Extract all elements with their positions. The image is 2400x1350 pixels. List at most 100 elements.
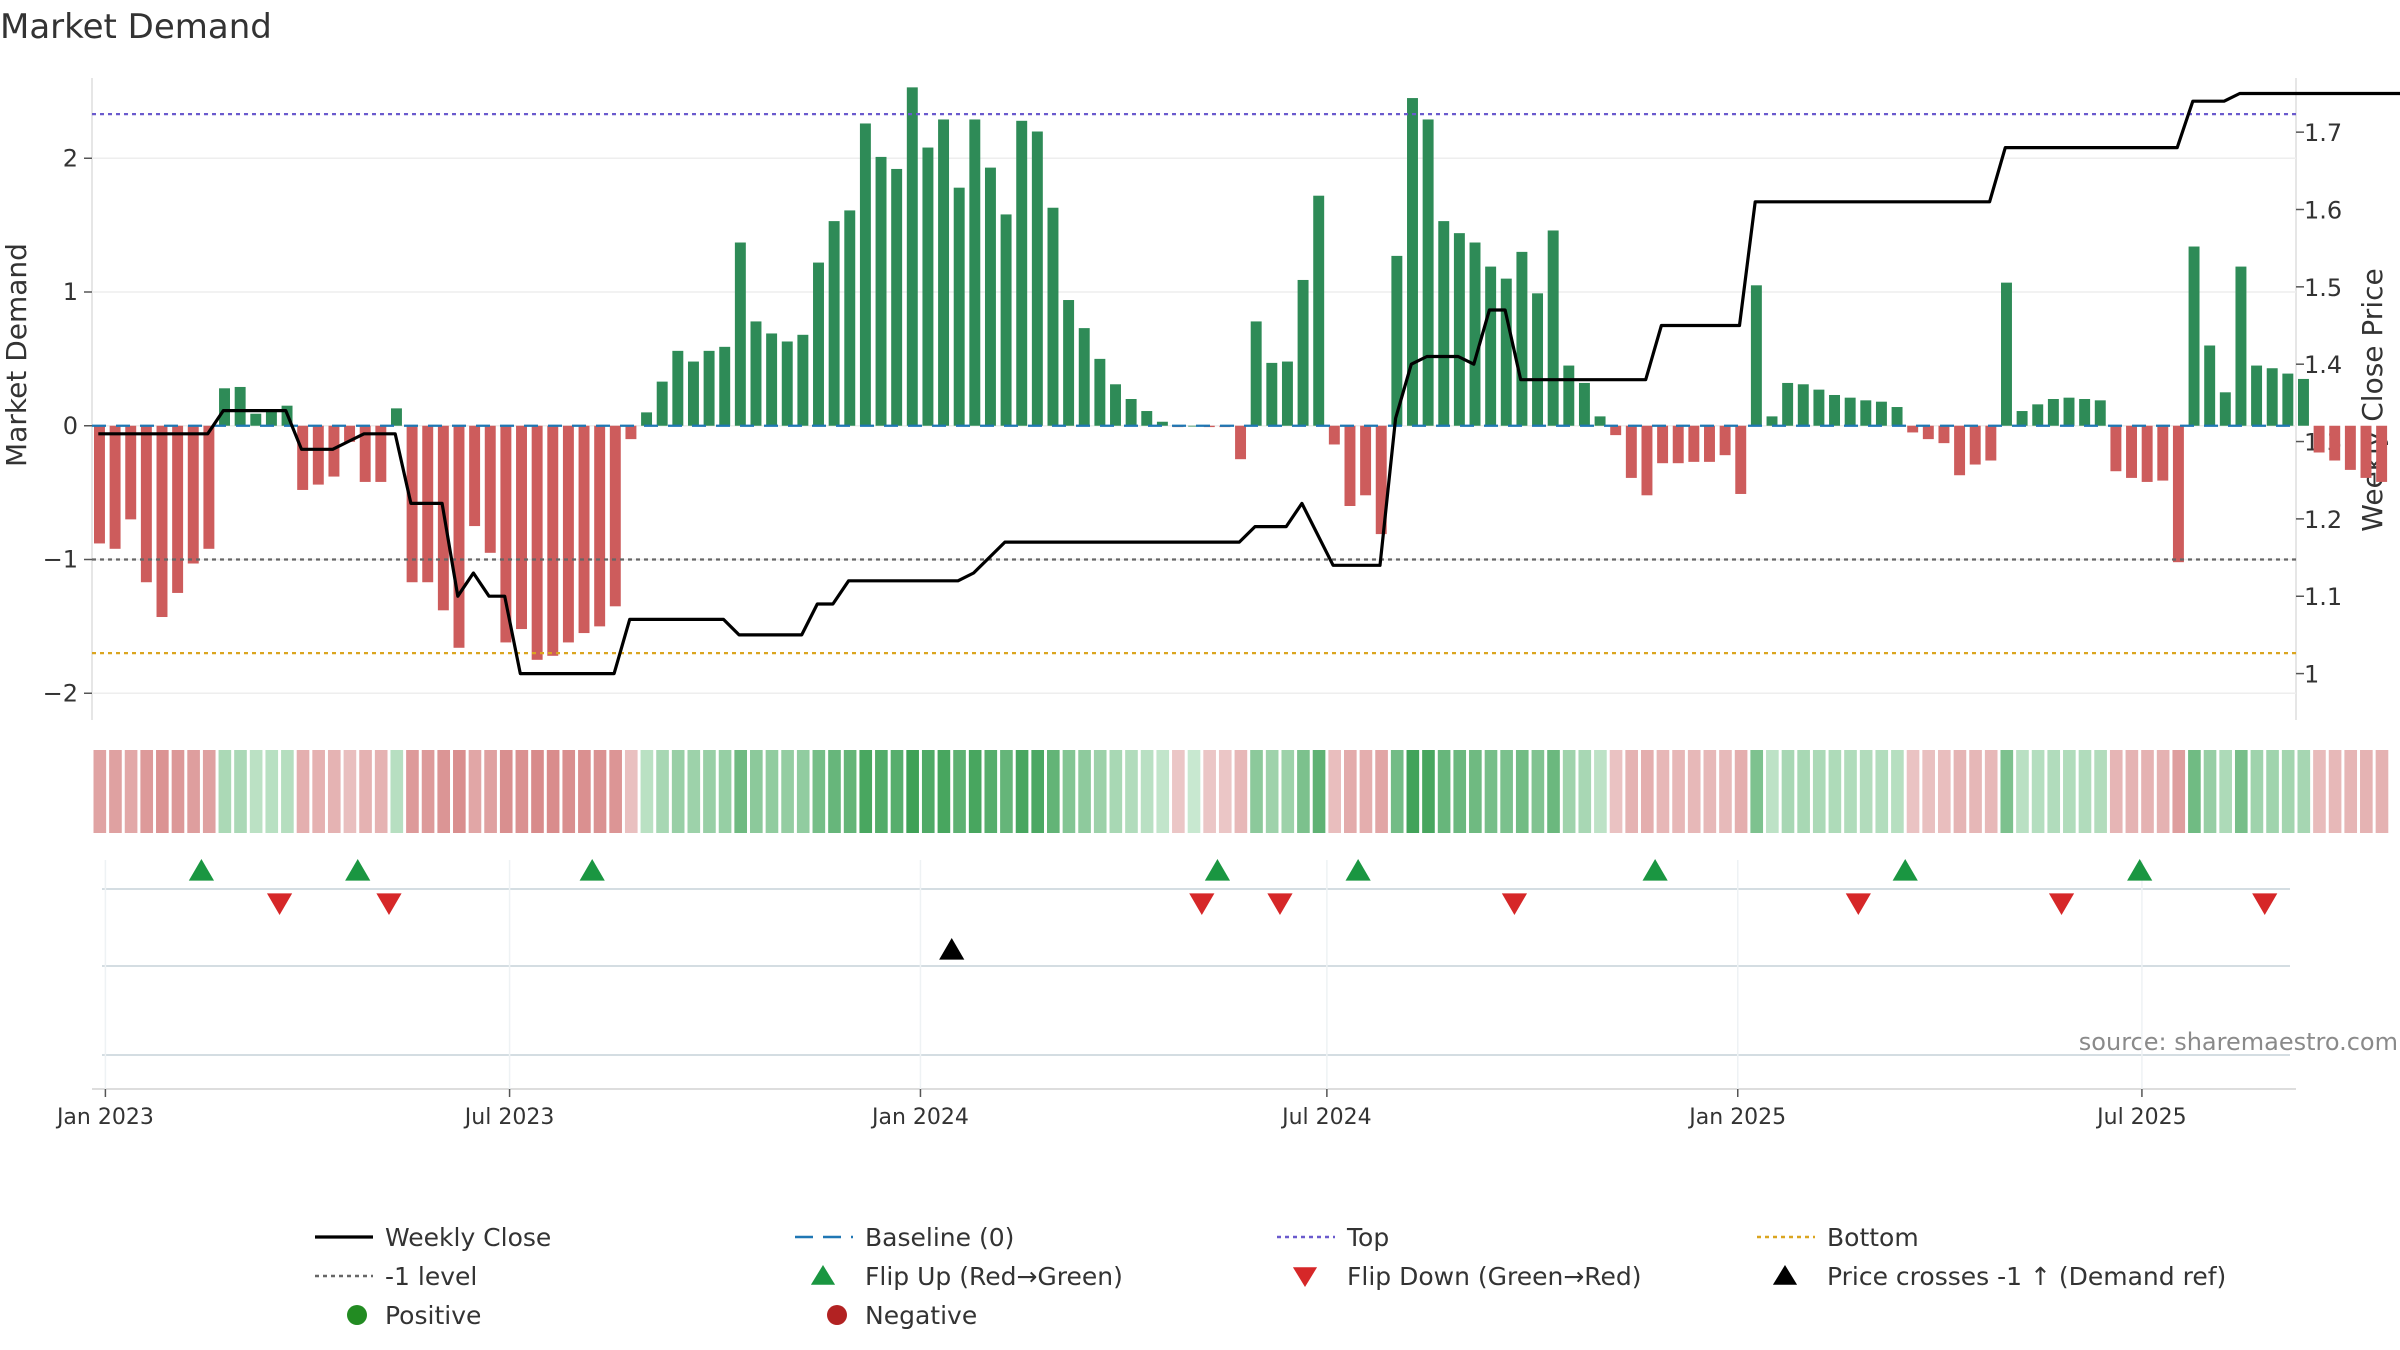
legend-label: Price crosses -1 ↑ (Demand ref)	[1827, 1262, 2226, 1291]
source-label: source: sharemaestro.com	[2079, 1028, 2398, 1056]
heat-cell	[2047, 750, 2061, 833]
legend-item: Baseline (0)	[795, 1223, 1014, 1252]
heat-cell	[1250, 750, 1263, 833]
negative-demand-bar	[1704, 425, 1715, 462]
legend-label: Bottom	[1827, 1223, 1919, 1252]
negative-demand-bar	[109, 425, 121, 549]
heat-cell	[1047, 750, 1060, 833]
date-tick-label: Jan 2023	[55, 1105, 154, 1130]
heat-cell	[1562, 750, 1576, 833]
positive-demand-bar	[2266, 368, 2278, 426]
flip-up-marker	[1892, 859, 1918, 881]
positive-demand-bar	[2094, 400, 2106, 426]
legend-item: Negative	[827, 1301, 977, 1330]
negative-demand-bar	[312, 425, 324, 485]
negative-demand-bar	[484, 425, 496, 553]
negative-demand-bar	[1235, 425, 1247, 460]
heat-cell	[249, 750, 263, 833]
heat-cell	[2266, 750, 2279, 833]
positive-demand-bar	[672, 350, 684, 426]
heat-cell	[234, 750, 247, 833]
legend-circle-icon	[827, 1305, 847, 1325]
positive-demand-bar	[813, 262, 824, 426]
flip-down-marker	[1845, 893, 1871, 915]
heat-cell	[624, 750, 638, 833]
heat-cell	[1109, 750, 1123, 833]
heat-cell	[640, 750, 654, 833]
negative-demand-bar	[2360, 425, 2372, 478]
legend-label: Top	[1346, 1223, 1389, 1252]
date-tick-label: Jul 2023	[463, 1105, 555, 1130]
positive-demand-bar	[1750, 285, 1762, 426]
positive-demand-bar	[1016, 120, 1028, 426]
negative-demand-bar	[2157, 425, 2169, 481]
positive-demand-bar	[2298, 378, 2309, 426]
flip-down-marker	[1189, 893, 1215, 915]
heat-cell	[609, 750, 622, 833]
heat-cell	[796, 750, 810, 833]
heat-cell	[578, 750, 591, 833]
negative-demand-bar	[1360, 425, 1372, 496]
positive-demand-bar	[2016, 411, 2028, 426]
positive-demand-bar	[797, 334, 809, 426]
heat-cell	[265, 750, 279, 833]
price-cross-marker	[939, 938, 965, 960]
heat-cell	[1687, 750, 1701, 833]
positive-demand-bar	[922, 147, 934, 426]
heat-cell	[984, 750, 998, 833]
heat-cell	[2328, 750, 2342, 833]
heat-cell	[1140, 750, 1154, 833]
right-tick-label: 1.2	[2304, 506, 2342, 534]
heat-cell	[1703, 750, 1717, 833]
positive-demand-bar	[1766, 416, 1778, 426]
negative-demand-bar	[547, 425, 559, 656]
left-tick-label: −2	[43, 679, 78, 707]
heat-cell	[2156, 750, 2170, 833]
negative-demand-bar	[1641, 425, 1653, 496]
positive-demand-bar	[938, 119, 950, 426]
heat-cell	[2031, 750, 2045, 833]
heat-cell	[1187, 750, 1201, 833]
heat-cell	[703, 750, 716, 833]
positive-demand-bar	[2251, 365, 2263, 426]
negative-demand-bar	[1735, 425, 1747, 494]
heat-cell	[1406, 750, 1420, 833]
heat-cell	[1937, 750, 1951, 833]
positive-demand-bar	[1563, 365, 1575, 426]
negative-demand-bar	[1969, 425, 1981, 465]
heat-cell	[468, 750, 482, 833]
heat-cell	[1078, 750, 1091, 833]
heat-cell	[2078, 750, 2092, 833]
heat-cell	[1125, 750, 1138, 833]
positive-demand-bar	[859, 123, 871, 426]
negative-demand-bar	[469, 425, 481, 527]
heat-cell	[1844, 750, 1857, 833]
heat-cell	[1875, 750, 1889, 833]
positive-demand-bar	[1125, 399, 1137, 426]
heat-cell	[1594, 750, 1607, 833]
heat-cell	[656, 750, 669, 833]
heat-cell	[109, 750, 122, 833]
heat-cell	[1734, 750, 1748, 833]
heat-cell	[906, 750, 919, 833]
heat-cell	[515, 750, 529, 833]
left-tick-label: 0	[63, 412, 78, 440]
negative-demand-bar	[2313, 425, 2325, 453]
heat-cell	[187, 750, 200, 833]
negative-demand-bar	[125, 425, 137, 520]
positive-demand-bar	[1891, 407, 1903, 426]
legend-item: Price crosses -1 ↑ (Demand ref)	[1772, 1262, 2226, 1291]
heat-cell	[1062, 750, 1076, 833]
positive-demand-bar	[1313, 195, 1325, 426]
heat-cell	[2203, 750, 2217, 833]
positive-demand-bar	[1453, 233, 1465, 426]
legend-label: Weekly Close	[385, 1223, 551, 1252]
legend-label: Baseline (0)	[865, 1223, 1014, 1252]
negative-demand-bar	[1672, 425, 1684, 464]
date-tick-label: Jan 2024	[870, 1105, 969, 1130]
positive-demand-bar	[1141, 411, 1153, 426]
flip-up-marker	[1204, 859, 1231, 881]
positive-demand-bar	[1797, 384, 1809, 426]
positive-demand-bar	[1875, 401, 1887, 426]
flip-up-marker	[1345, 859, 1371, 881]
